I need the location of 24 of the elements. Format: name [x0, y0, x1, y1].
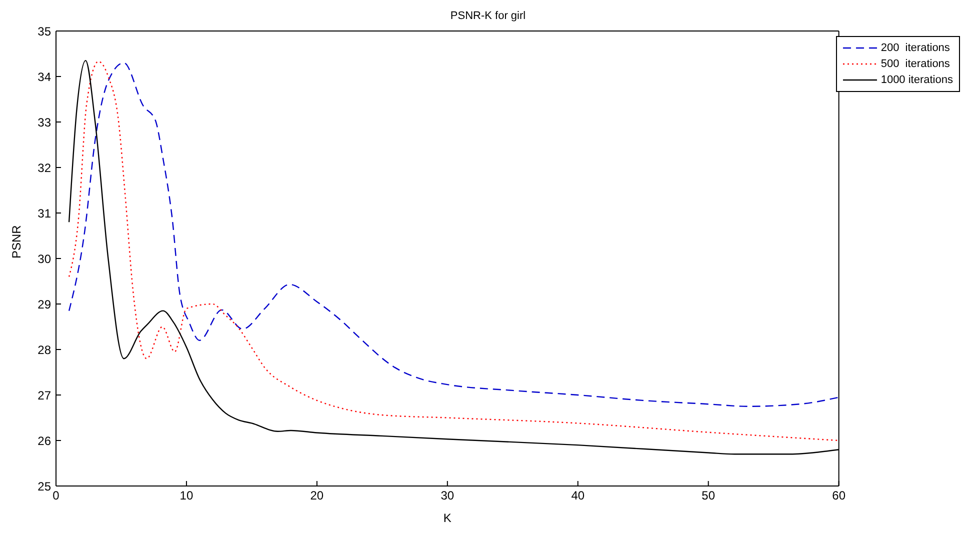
y-tick-label: 25	[38, 479, 52, 494]
y-tick-label: 26	[38, 434, 52, 448]
x-tick-label: 40	[571, 488, 585, 503]
x-axis-title: K	[443, 511, 452, 525]
legend-label: 1000 iterations	[880, 74, 953, 86]
y-tick-label: 29	[38, 297, 52, 312]
legend-label: 500 iterations	[880, 58, 950, 70]
x-tick-label: 0	[52, 488, 60, 503]
y-tick-label: 34	[38, 70, 52, 84]
y-tick-label: 27	[38, 388, 52, 402]
x-tick-label: 30	[440, 488, 454, 503]
y-tick-label: 35	[38, 24, 52, 38]
x-tick-label: 50	[702, 488, 716, 503]
y-tick-label: 28	[38, 342, 52, 357]
y-tick-label: 30	[38, 252, 52, 266]
legend-label: 200 iterations	[880, 42, 950, 54]
x-tick-label: 20	[310, 488, 324, 503]
y-axis-title: PSNR	[9, 224, 24, 258]
x-tick-label: 60	[832, 488, 846, 503]
y-tick-label: 31	[38, 206, 52, 220]
y-tick-label: 33	[38, 115, 52, 130]
x-tick-label: 10	[180, 488, 194, 503]
chart-title: PSNR-K for girl	[449, 9, 527, 24]
y-tick-label: 32	[38, 160, 52, 175]
